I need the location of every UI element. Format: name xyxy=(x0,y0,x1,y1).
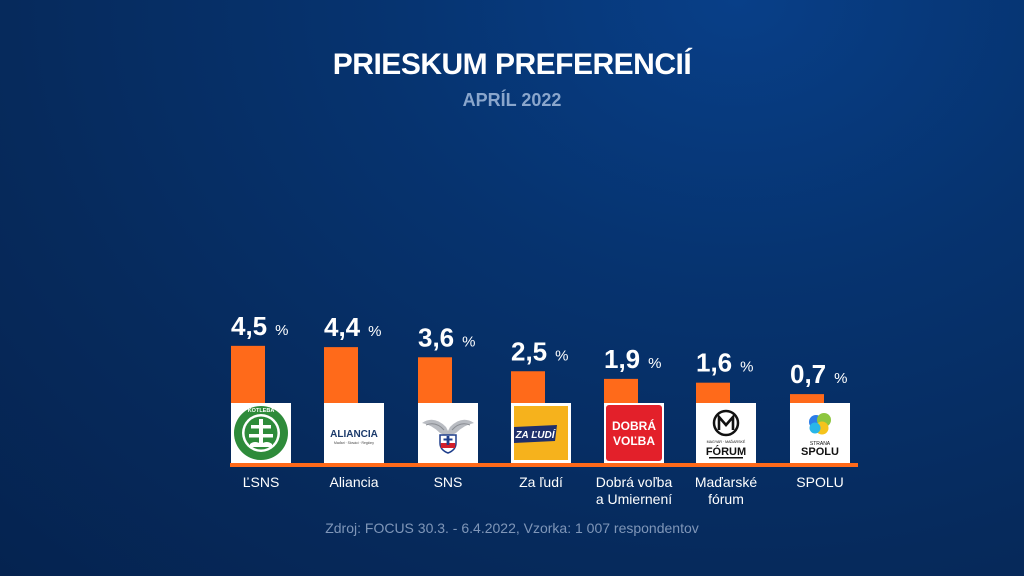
svg-text:ALIANCIA: ALIANCIA xyxy=(330,429,378,440)
value-label-spolu: 0,7% xyxy=(790,359,848,389)
za-ludi-icon: ZA ĽUDÍ xyxy=(511,403,571,463)
category-label-za-ludi: Za ľudí xyxy=(519,474,563,490)
svg-text:VOĽBA: VOĽBA xyxy=(613,434,655,448)
category-label-madarske-forum: Maďarské fórum xyxy=(694,474,758,507)
madarske-forum-logo: MAGYAR · MAĎARSKÉ FÓRUM xyxy=(696,403,756,463)
kotleba-lsns-icon: KOTLEBA xyxy=(234,406,288,460)
source-note: Zdroj: FOCUS 30.3. - 6.4.2022, Vzorka: 1… xyxy=(325,520,699,536)
sns-eagle-icon xyxy=(422,419,474,454)
category-label-spolu: SPOLU xyxy=(796,474,844,490)
category-label-dobra-volba: Dobrá voľba a Umiernení xyxy=(595,474,673,507)
madarske-forum-icon: MAGYAR · MAĎARSKÉ FÓRUM xyxy=(706,409,746,459)
value-label-lsns: 4,5% xyxy=(231,311,289,341)
dobra-volba-icon: DOBRÁ VOĽBA xyxy=(606,405,662,461)
svg-text:ZA ĽUDÍ: ZA ĽUDÍ xyxy=(514,428,556,441)
bar-aliancia xyxy=(324,347,358,404)
value-label-aliancia: 4,4% xyxy=(324,312,382,342)
value-label-madarske-forum: 1,6% xyxy=(696,348,754,378)
svg-text:MAGYAR · MAĎARSKÉ: MAGYAR · MAĎARSKÉ xyxy=(707,439,746,444)
za-ludi-logo: ZA ĽUDÍ xyxy=(511,403,571,463)
svg-text:Maďari · Slováci · Regióny: Maďari · Slováci · Regióny xyxy=(334,441,374,445)
bar-za-ludi xyxy=(511,371,545,404)
chart-title: PRIESKUM PREFERENCIÍ xyxy=(332,48,692,81)
svg-text:FÓRUM: FÓRUM xyxy=(706,445,746,458)
category-label-lsns: ĽSNS xyxy=(242,474,280,490)
svg-text:SPOLU: SPOLU xyxy=(801,446,839,458)
chart-subtitle: APRÍL 2022 xyxy=(462,90,562,110)
lsns-logo: KOTLEBA xyxy=(231,403,291,463)
aliancia-icon: ALIANCIA Maďari · Slováci · Regióny xyxy=(330,429,378,445)
dobra-volba-logo: DOBRÁ VOĽBA xyxy=(604,403,664,463)
category-label-sns: SNS xyxy=(433,474,463,490)
spolu-logo: STRANA SPOLU xyxy=(790,403,850,463)
spolu-icon: STRANA SPOLU xyxy=(801,413,839,458)
svg-text:STRANA: STRANA xyxy=(810,441,831,447)
value-label-za-ludi: 2,5% xyxy=(511,336,569,366)
sns-logo xyxy=(418,403,478,463)
aliancia-logo: ALIANCIA Maďari · Slováci · Regióny xyxy=(324,403,384,463)
svg-text:KOTLEBA: KOTLEBA xyxy=(248,408,275,414)
value-label-dobra-volba: 1,9% xyxy=(604,344,662,374)
bar-spolu xyxy=(790,394,824,404)
bar-sns xyxy=(418,357,452,404)
value-label-sns: 3,6% xyxy=(418,322,476,352)
bar-dobra-volba xyxy=(604,378,638,404)
chart-baseline xyxy=(230,463,858,467)
bar-madarske-forum xyxy=(696,382,730,404)
category-label-aliancia: Aliancia xyxy=(329,474,379,490)
bar-lsns xyxy=(231,345,265,404)
svg-text:DOBRÁ: DOBRÁ xyxy=(612,418,656,433)
